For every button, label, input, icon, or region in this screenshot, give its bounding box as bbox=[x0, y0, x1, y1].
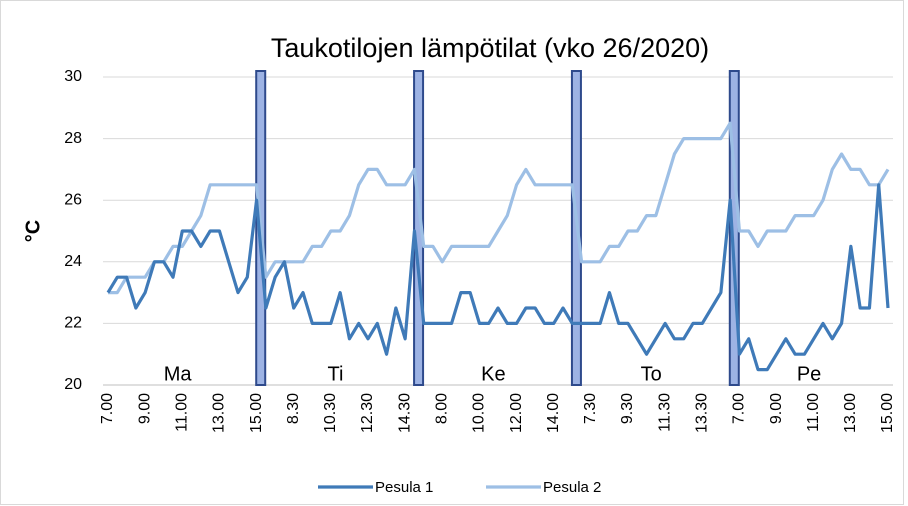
x-tick-label: 12.30 bbox=[359, 393, 376, 433]
series-line bbox=[108, 121, 890, 295]
y-tick-label: 24 bbox=[64, 253, 82, 270]
x-tick-label: 9.30 bbox=[619, 393, 636, 424]
day-label: Ke bbox=[481, 363, 505, 385]
y-tick-label: 20 bbox=[64, 376, 82, 393]
x-tick-label: 11.00 bbox=[174, 393, 191, 432]
x-tick-label: 13.30 bbox=[694, 393, 711, 433]
x-tick-label: 7.00 bbox=[99, 393, 116, 424]
day-label: To bbox=[641, 363, 662, 385]
chart-title: Taukotilojen lämpötilat (vko 26/2020) bbox=[271, 33, 709, 63]
x-tick-label: 10.30 bbox=[322, 393, 339, 433]
x-tick-label: 8.30 bbox=[285, 393, 302, 424]
x-tick-label: 14.00 bbox=[545, 393, 562, 433]
x-tick-label: 11.00 bbox=[805, 393, 822, 432]
day-label: Ma bbox=[164, 363, 193, 385]
y-tick-label: 22 bbox=[64, 315, 82, 332]
day-label: Pe bbox=[797, 363, 821, 385]
y-tick-label: 30 bbox=[64, 68, 82, 85]
x-tick-label: 9.00 bbox=[136, 393, 153, 424]
legend-label: Pesula 2 bbox=[543, 479, 601, 496]
x-tick-label: 7.00 bbox=[731, 393, 748, 424]
x-tick-label: 14.30 bbox=[396, 393, 413, 433]
x-tick-label: 13.00 bbox=[211, 393, 228, 433]
y-tick-label: 28 bbox=[64, 130, 82, 147]
x-tick-label: 10.00 bbox=[471, 393, 488, 433]
x-tick-label: 9.00 bbox=[768, 393, 785, 424]
day-label: Ti bbox=[328, 363, 344, 385]
x-tick-label: 15.00 bbox=[879, 393, 896, 433]
series-line bbox=[106, 183, 890, 372]
x-tick-label: 12.00 bbox=[508, 393, 525, 433]
x-tick-label: 8.00 bbox=[434, 393, 451, 424]
x-tick-label: 7.30 bbox=[582, 393, 599, 424]
x-tick-label: 15.00 bbox=[248, 393, 265, 433]
legend-label: Pesula 1 bbox=[375, 479, 433, 496]
y-axis-label: °C bbox=[22, 220, 44, 242]
x-tick-label: 13.00 bbox=[842, 393, 859, 433]
x-tick-label: 11.30 bbox=[656, 393, 673, 432]
y-tick-label: 26 bbox=[64, 191, 82, 208]
